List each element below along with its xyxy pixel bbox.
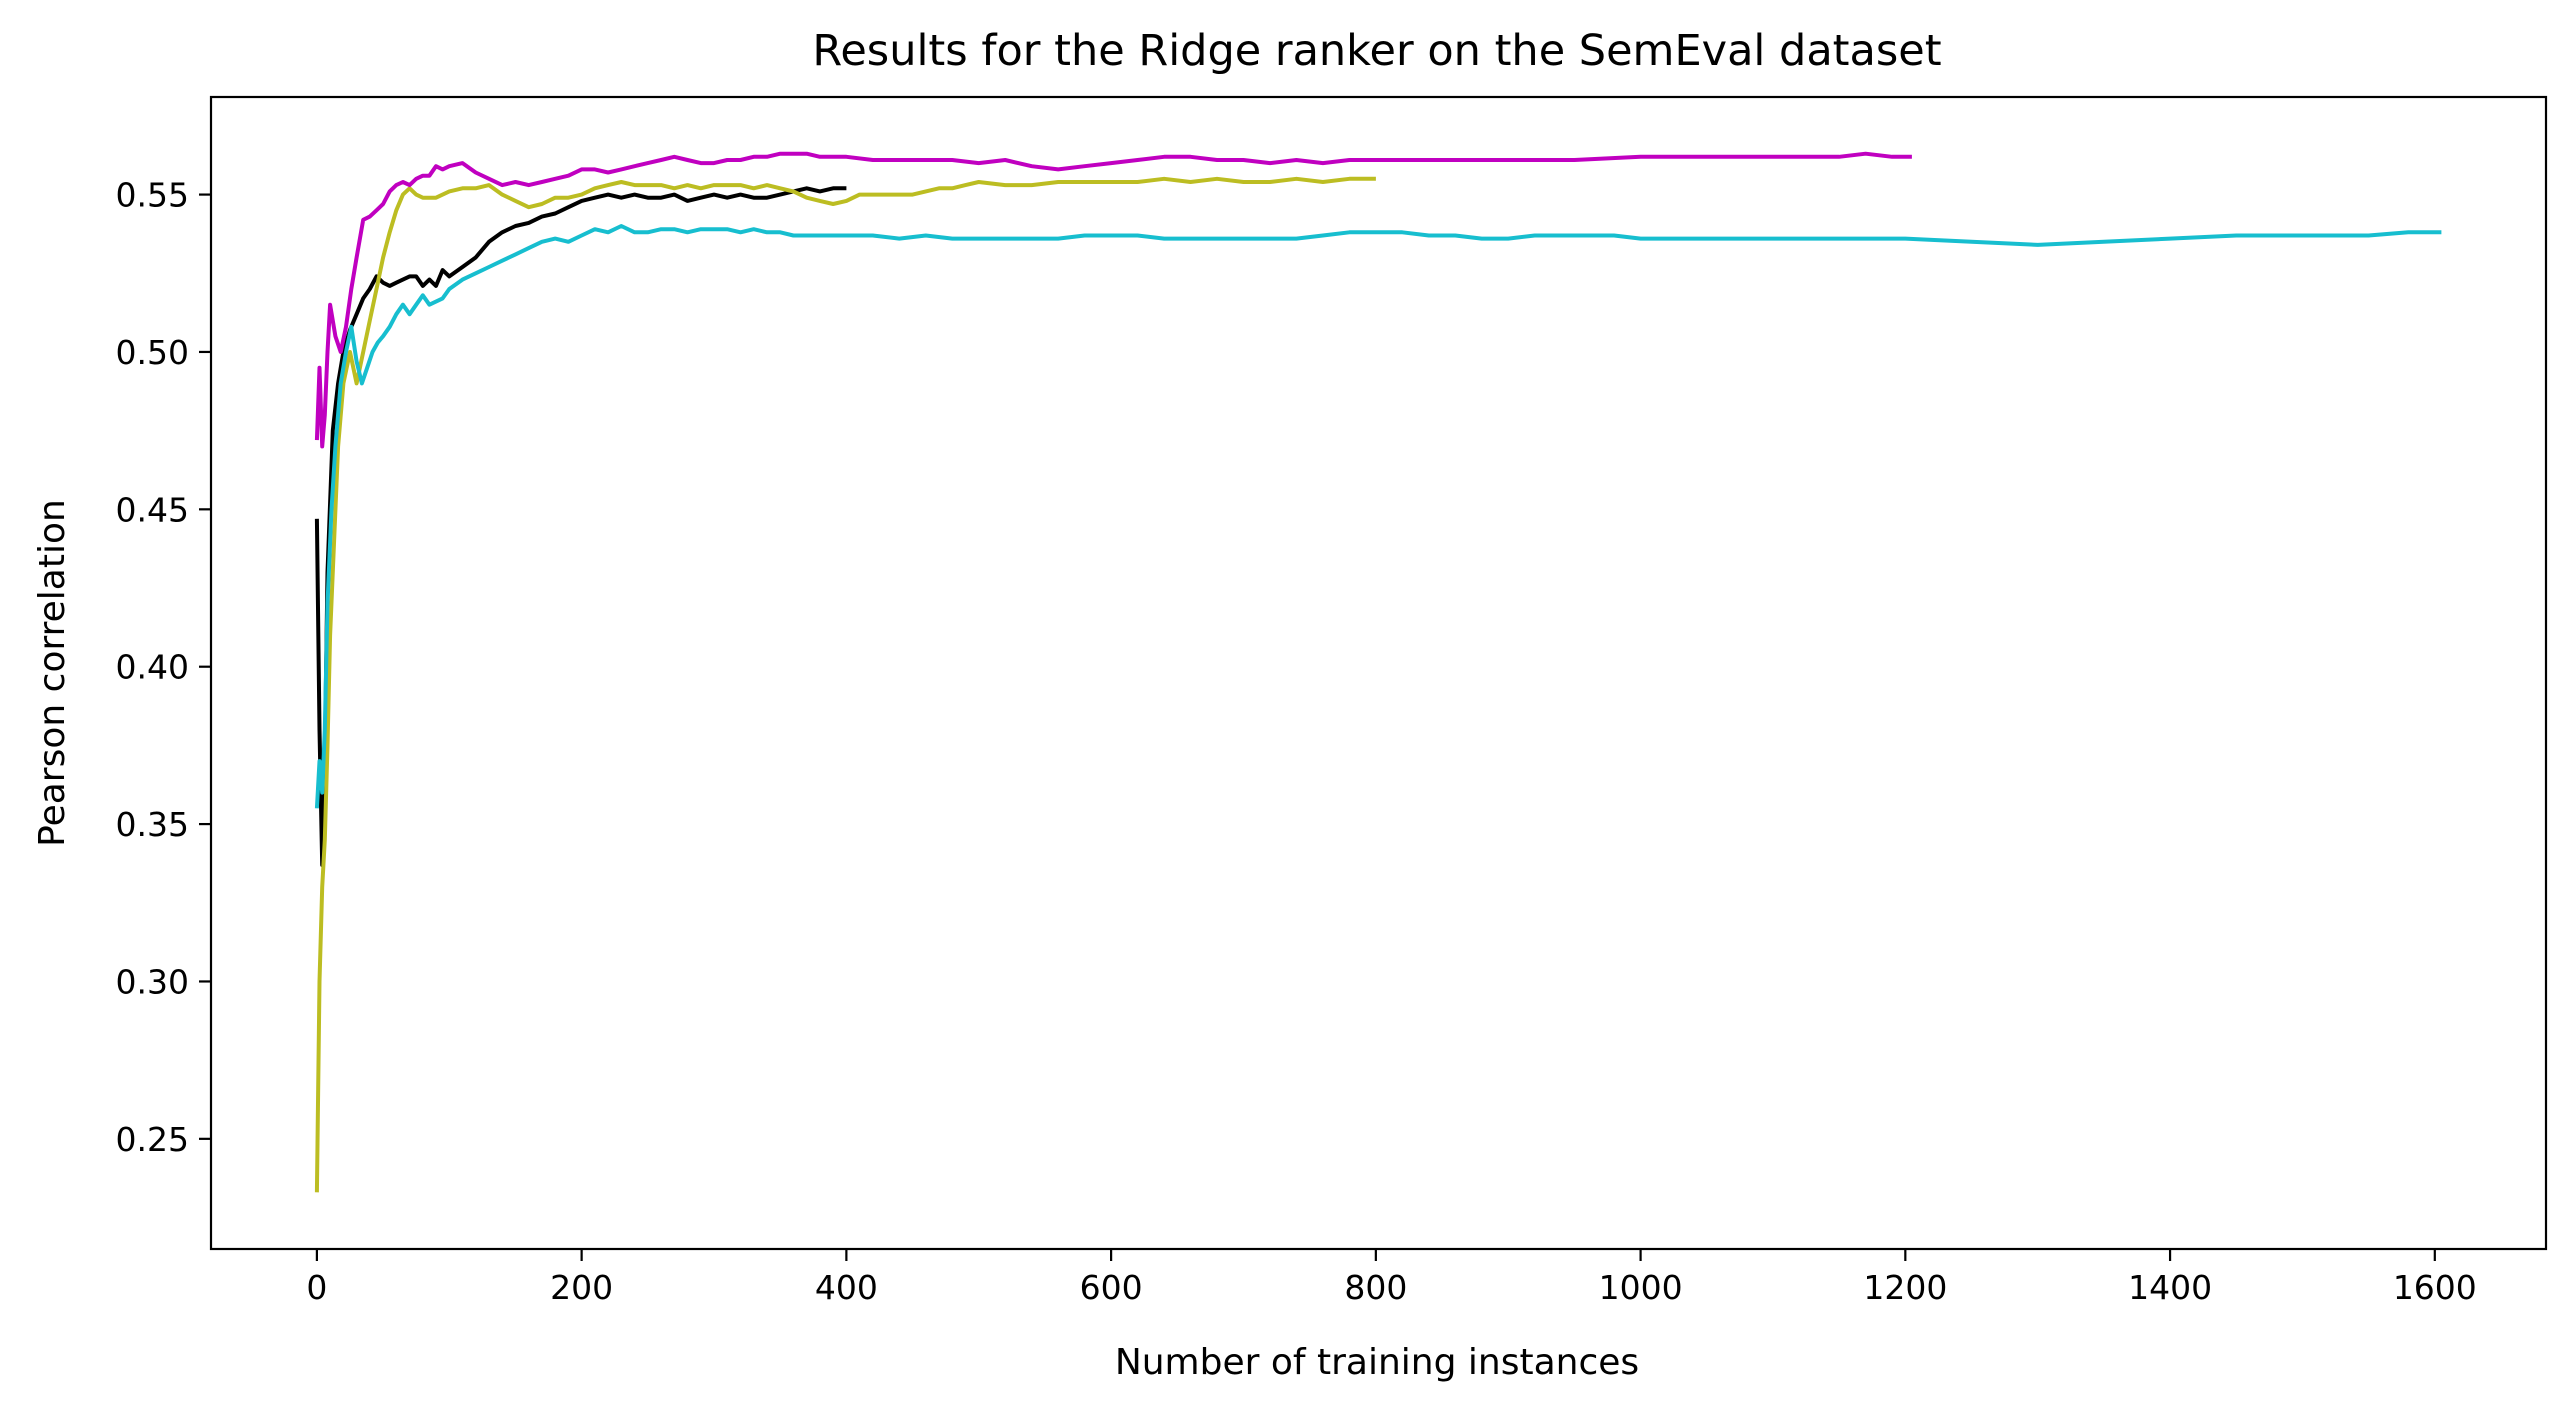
x-tick-label: 400: [815, 1268, 878, 1307]
x-tick-label: 1400: [2128, 1268, 2212, 1307]
series-line-4: [314, 224, 2442, 809]
series-line-2: [314, 176, 1376, 1193]
y-tick-label: 0.45: [116, 490, 189, 529]
y-axis: 0.25 0.30 0.35 0.40 0.45 0.50 0.55: [116, 176, 211, 1159]
x-axis-label: Number of training instances: [1115, 1342, 1639, 1383]
y-tick-label: 0.35: [116, 805, 189, 844]
y-tick-label: 0.30: [116, 962, 189, 1001]
chart-title: Results for the Ridge ranker on the SemE…: [812, 26, 1941, 76]
x-axis: 0 200 400 600 800 1000 1200 1400 1600: [306, 1249, 2477, 1307]
y-axis-label: Pearson correlation: [32, 499, 73, 847]
series-line-1: [314, 186, 847, 867]
plot-frame: [209, 95, 2548, 1251]
x-tick-label: 1000: [1599, 1268, 1683, 1307]
x-tick-label: 600: [1080, 1268, 1143, 1307]
series-line-3: [314, 151, 1912, 449]
x-tick-label: 1200: [1863, 1268, 1947, 1307]
y-tick-label: 0.50: [116, 333, 189, 372]
y-tick-label: 0.40: [116, 648, 189, 687]
y-tick-label: 0.25: [116, 1120, 189, 1159]
x-tick-label: 0: [306, 1268, 327, 1307]
x-tick-label: 800: [1344, 1268, 1407, 1307]
x-tick-label: 200: [550, 1268, 613, 1307]
x-tick-label: 1600: [2393, 1268, 2477, 1307]
series-layer: [314, 151, 2442, 1193]
y-tick-label: 0.55: [116, 176, 189, 215]
